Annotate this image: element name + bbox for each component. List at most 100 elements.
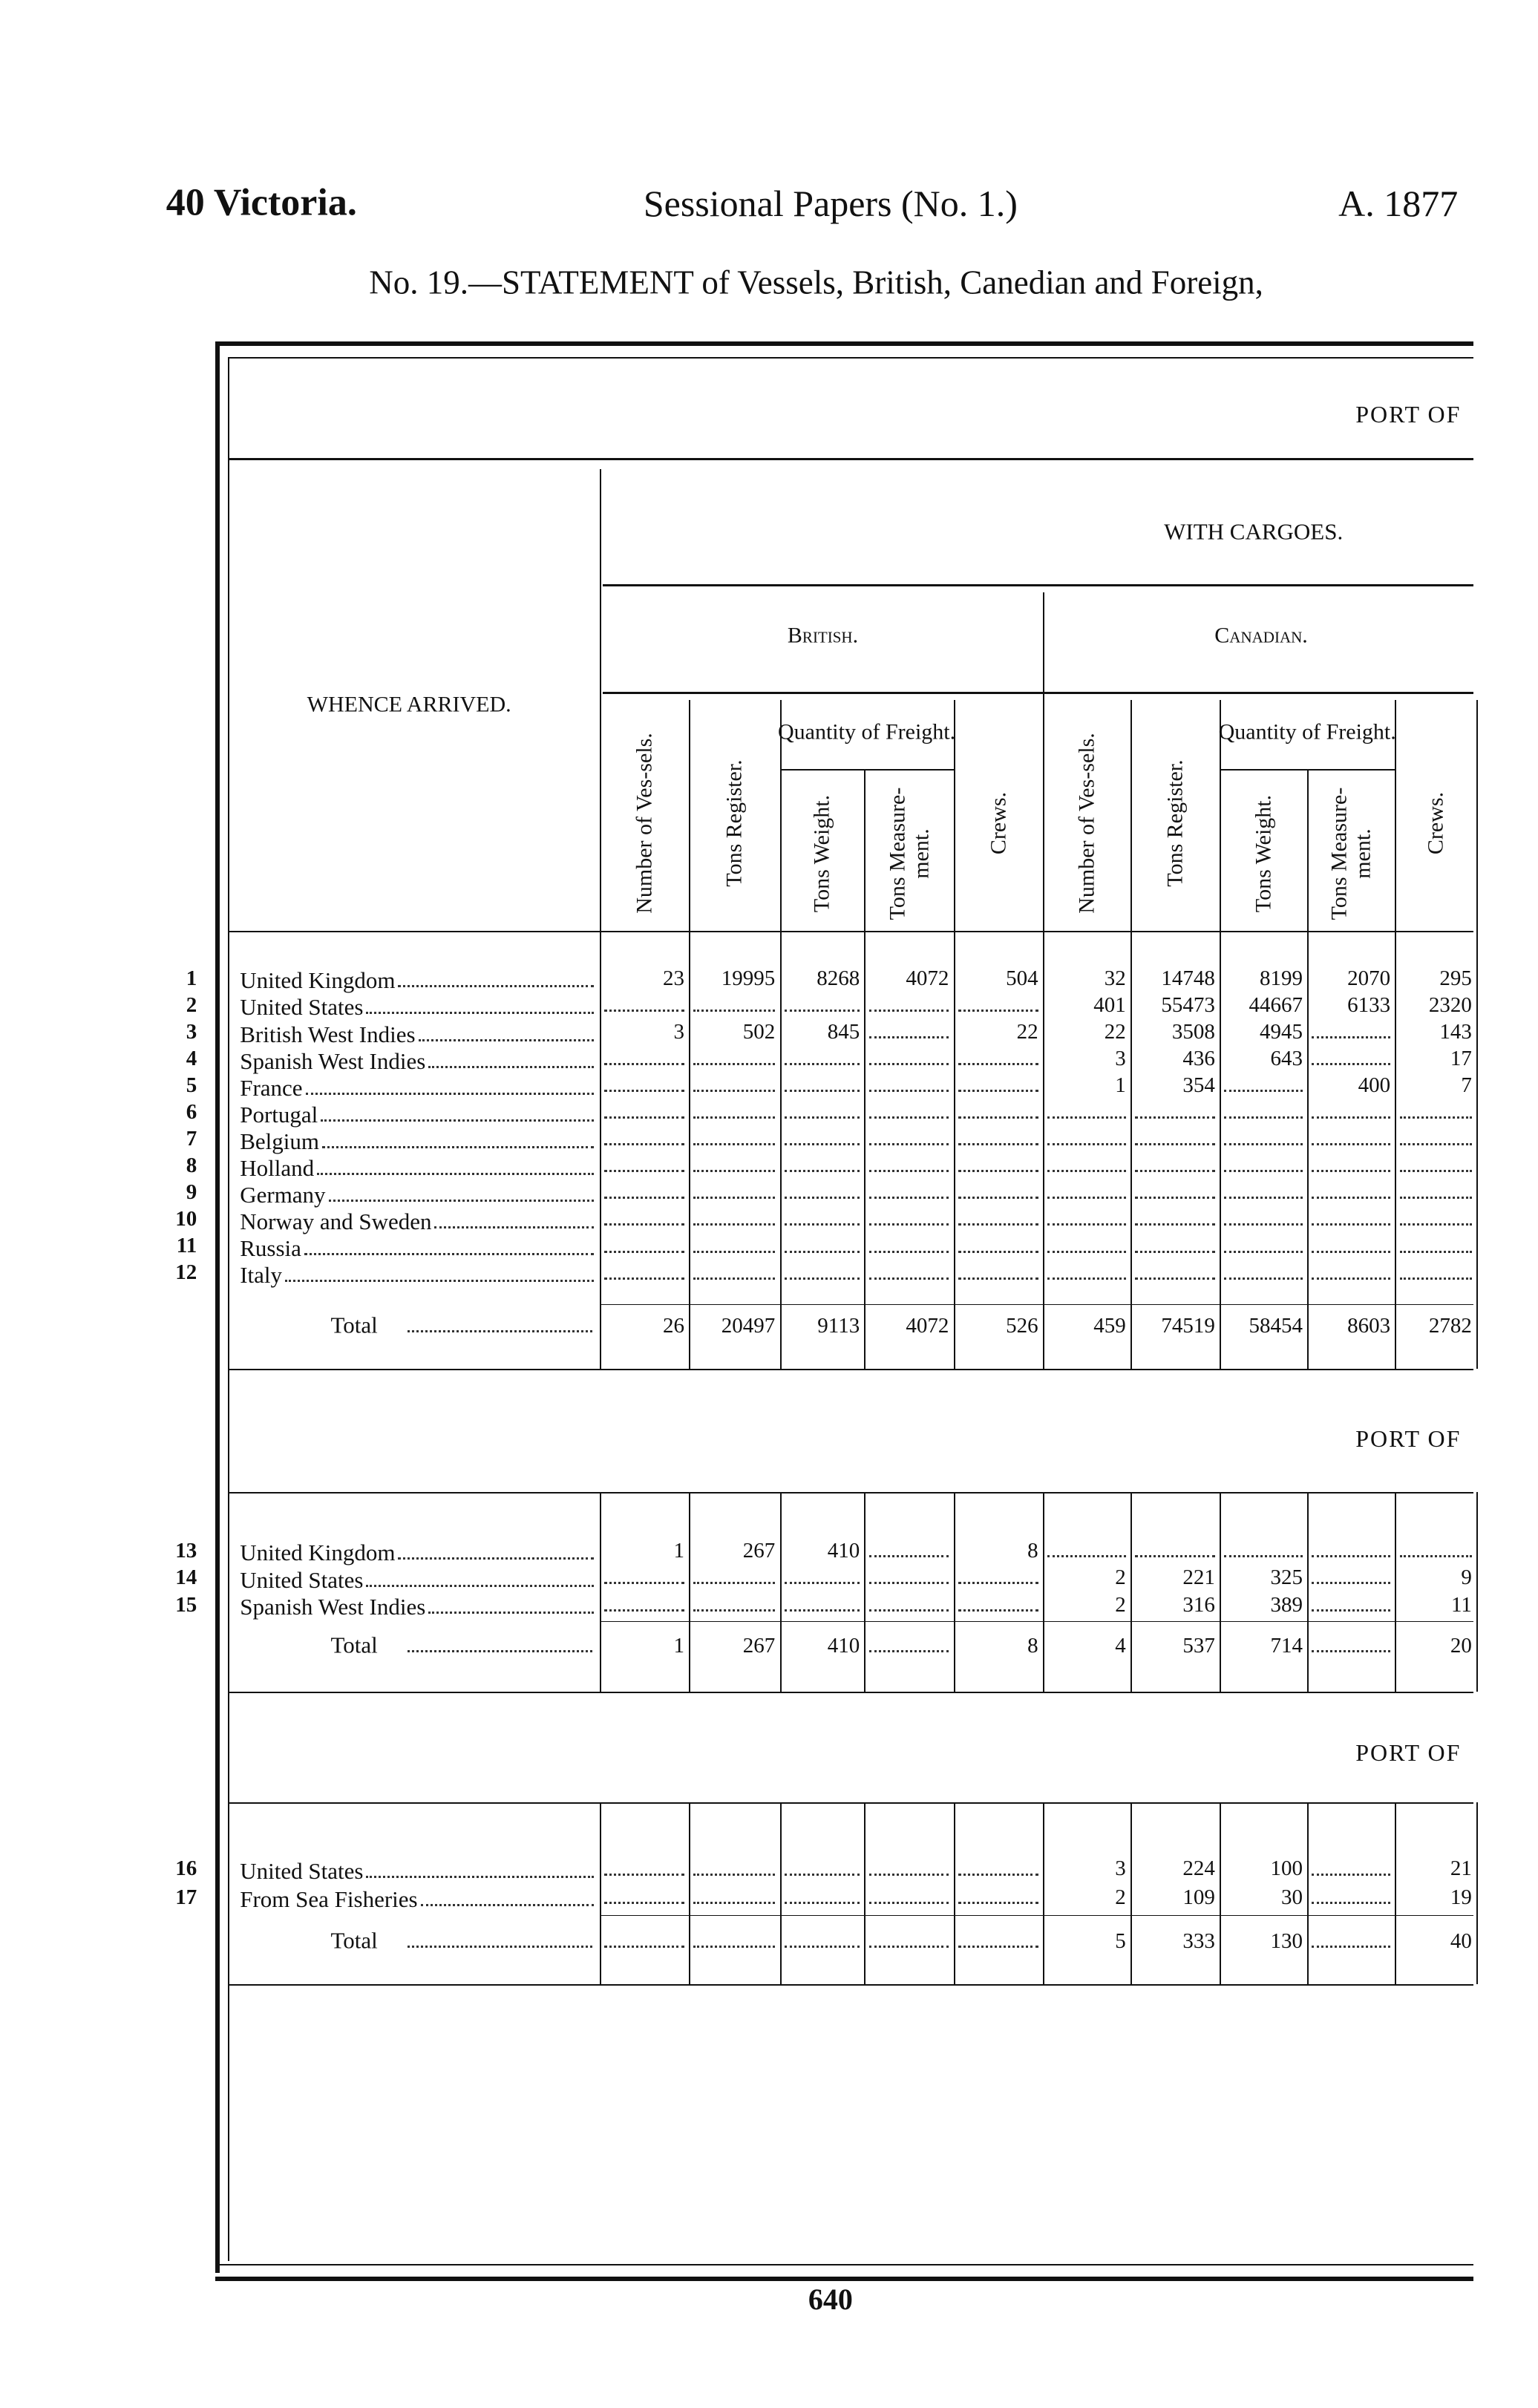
dotted-leader [1312,1902,1391,1905]
dotted-leader [693,1223,776,1226]
rule [227,458,1473,461]
dotted-leader [868,1946,949,1949]
rule [1307,769,1309,1370]
row-number: 12 [175,1260,197,1285]
cell-value: 3508 [1171,1019,1215,1044]
dotted-leader [420,1904,594,1907]
dotted-leader [1135,1143,1215,1146]
rule [1042,1802,1044,1984]
cell-value: 44667 [1249,992,1303,1017]
dotted-leader [1224,1554,1303,1557]
cell-value: 1 [673,1538,685,1563]
rule [227,1983,1473,1986]
dotted-leader [1224,1223,1303,1226]
cell-value: 30 [1280,1885,1303,1909]
cell-value: 504 [1006,966,1038,990]
dotted-leader [604,1902,685,1905]
cell-value: 26 [663,1313,685,1338]
dotted-leader [604,1143,685,1146]
rule [215,341,1473,346]
row-name: From Sea Fisheries [240,1883,594,1911]
cell-value: 55473 [1161,992,1215,1017]
dotted-leader [1047,1143,1126,1146]
cell-value: 23 [663,966,685,990]
dotted-leader [1047,1250,1126,1253]
row-number: 2 [186,992,197,1017]
dotted-leader [958,1609,1038,1612]
dotted-leader [868,1902,949,1905]
dotted-leader [868,1277,949,1280]
cell-value: 325 [1270,1565,1303,1589]
dotted-leader [428,1612,594,1614]
cell-value: 267 [742,1538,776,1563]
running-head-left: 40 Victoria. [166,181,357,224]
dotted-leader [1312,1143,1391,1146]
row-number: 11 [176,1234,197,1258]
dotted-leader [784,1277,860,1280]
row-name: Russia [240,1232,594,1260]
cell-value: 74519 [1161,1313,1215,1338]
cell-value: 109 [1182,1885,1215,1909]
cell-value: 400 [1358,1073,1391,1097]
dotted-leader [604,1197,685,1200]
row-name: Italy [240,1259,594,1286]
dotted-leader [305,1092,594,1095]
row-name-text: Russia [240,1234,301,1261]
column-header: Tons Weight. [1251,794,1276,913]
cell-value: 2 [1115,1565,1126,1589]
rule [600,1914,1473,1916]
rule [779,769,954,771]
port-header: PORT OF [1355,1739,1462,1767]
rule [1395,1491,1397,1692]
port-header: PORT OF [1355,1425,1462,1453]
dotted-leader [304,1252,594,1255]
statement-title: No. 19.—STATEMENT of Vessels, British, C… [369,264,1263,301]
dotted-leader [693,1873,776,1876]
row-number: 16 [175,1856,197,1881]
dotted-leader [1224,1143,1303,1146]
cell-value: 100 [1270,1856,1303,1881]
dotted-leader [604,1010,685,1012]
cell-value: 267 [742,1633,776,1658]
cell-value: 22 [1104,1019,1126,1044]
cell-value: 2320 [1428,992,1472,1017]
rule [1130,699,1132,1370]
row-number: 7 [186,1126,197,1151]
rule [600,1304,1473,1306]
cell-value: 8603 [1347,1313,1391,1338]
dotted-leader [693,1010,776,1012]
cell-value: 2070 [1347,966,1391,990]
column-header: Tons Register. [1162,759,1188,887]
row-name-text: Belgium [240,1128,319,1154]
rule [600,1620,1473,1622]
dotted-leader [958,1010,1038,1012]
rule [689,699,691,1370]
cell-value: 3 [673,1019,685,1044]
dotted-leader [1312,1609,1391,1612]
cell-value: 4072 [906,966,949,990]
rule [864,1802,866,1984]
dotted-leader [1312,1197,1391,1200]
dotted-leader [1135,1277,1215,1280]
dotted-leader [784,1010,860,1012]
dotted-leader [1312,1873,1391,1876]
dotted-leader [693,1277,776,1280]
row-name-text: Italy [240,1262,283,1288]
freight-header: Quantity of Freight. [1218,719,1396,745]
row-name: United Kingdom [240,964,594,992]
row-number: 9 [186,1180,197,1204]
row-name-text: British West Indies [240,1021,416,1047]
british-header: British. [787,622,859,647]
dotted-leader [868,1036,949,1039]
dotted-leader [321,1119,594,1122]
cell-value: 389 [1270,1592,1303,1617]
dotted-leader [1399,1554,1472,1557]
rule [1476,699,1479,1370]
dotted-leader [958,1143,1038,1146]
dotted-leader [604,1582,685,1585]
row-name-text: Norway and Sweden [240,1208,432,1234]
dotted-leader [1135,1223,1215,1226]
dotted-leader [1047,1277,1126,1280]
rule [953,1802,955,1984]
row-name: Holland [240,1152,594,1180]
